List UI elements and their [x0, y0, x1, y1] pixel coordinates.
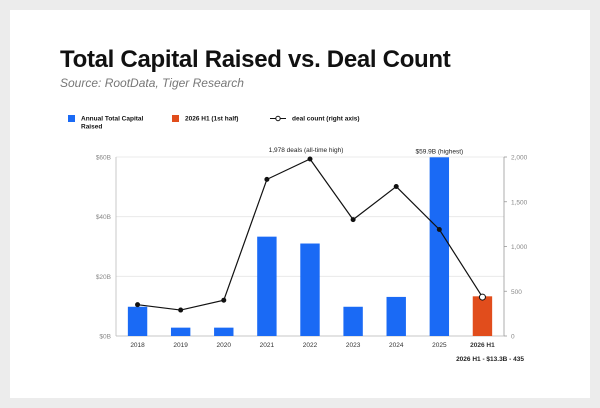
- legend-swatch-capital: [68, 115, 75, 122]
- x-tick-label: 2018: [130, 342, 145, 349]
- x-tick-label: 2023: [346, 342, 361, 349]
- point-dealcount-2021: [264, 176, 270, 182]
- x-tick-label: 2026 H1: [470, 342, 495, 349]
- bar-2026-h1: [472, 296, 493, 336]
- y-left-tick-label: $0B: [99, 334, 111, 341]
- y-left-tick-label: $40B: [96, 214, 111, 221]
- x-tick-label: 2024: [389, 342, 404, 349]
- point-dealcount-2019: [178, 307, 184, 313]
- bar-capital-2022: [300, 243, 320, 336]
- chart-card: Annual Total Capital Raised 2026 H1 (1st h…: [56, 100, 564, 368]
- y-left-tick-label: $20B: [96, 274, 111, 281]
- point-dealcount-2024: [393, 184, 399, 190]
- bar-capital-2023: [343, 306, 363, 336]
- y-right-tick-label: 2,000: [511, 155, 528, 162]
- point-dealcount-2018: [135, 302, 141, 308]
- point-dealcount-2022: [307, 156, 313, 162]
- chart: Annual Total Capital Raised 2026 H1 (1st h…: [68, 115, 528, 363]
- point-dealcount-2020: [221, 297, 227, 303]
- legend-label-2026h1: 2026 H1 (1st half): [185, 116, 238, 123]
- x-tick-label: 2019: [173, 342, 188, 349]
- y-right-tick-label: 1,000: [511, 244, 528, 251]
- bar-capital-2019: [170, 327, 191, 336]
- point-dealcount-2026 H1: [478, 293, 486, 301]
- point-dealcount-2023: [350, 217, 356, 223]
- annotation-2026-h1: 2026 H1 - $13.3B - 435: [456, 356, 524, 363]
- y-right-tick-label: 1,500: [511, 199, 528, 206]
- page-title: Total Capital Raised vs. Deal Count: [60, 46, 451, 73]
- bar-capital-2018: [127, 306, 148, 336]
- bar-capital-2024: [386, 296, 406, 336]
- y-left-tick-label: $60B: [96, 155, 111, 162]
- x-tick-label: 2022: [303, 342, 318, 349]
- source-caption: Source: RootData, Tiger Research: [60, 76, 244, 90]
- x-tick-label: 2021: [260, 342, 275, 349]
- x-tick-label: 2020: [217, 342, 232, 349]
- legend-marker-dealcount: [275, 115, 281, 122]
- legend-label-capital: Annual Total Capital Raised: [81, 116, 144, 131]
- annotation-deal-high: 1,978 deals (all-time high): [269, 147, 344, 154]
- x-tick-label: 2025: [432, 342, 447, 349]
- bar-capital-2021: [257, 236, 277, 336]
- y-right-tick-label: 500: [511, 289, 522, 296]
- y-right-tick-label: 0: [511, 334, 515, 341]
- point-dealcount-2025: [436, 226, 442, 232]
- bar-capital-2025: [429, 157, 450, 336]
- bar-capital-2020: [214, 327, 234, 336]
- legend-swatch-2026h1: [172, 115, 179, 122]
- annotation-capital-high: $59.9B (highest): [415, 148, 463, 155]
- legend-label-dealcount: deal count (right axis): [292, 116, 360, 123]
